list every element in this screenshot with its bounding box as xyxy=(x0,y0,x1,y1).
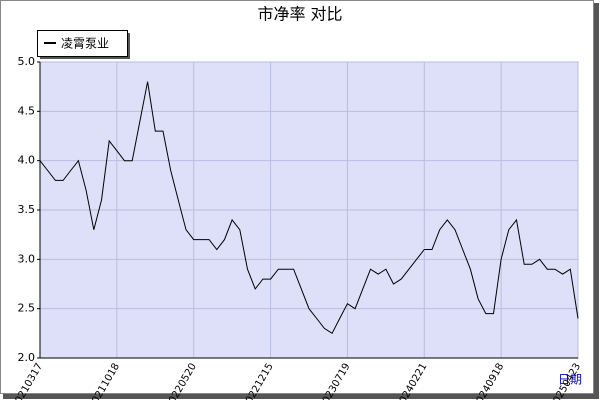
y-tick-label: 5.0 xyxy=(18,55,36,68)
legend-label: 凌霄泵业 xyxy=(61,37,109,51)
y-tick-label: 2.5 xyxy=(18,302,36,315)
y-tick-label: 3.5 xyxy=(18,203,36,216)
y-tick-label: 4.5 xyxy=(18,104,36,117)
y-tick-label: 3.0 xyxy=(18,252,36,265)
y-tick-label: 4.0 xyxy=(18,154,36,167)
chart-title: 市净率 对比 xyxy=(257,5,342,24)
y-tick-label: 2.0 xyxy=(18,351,36,364)
x-axis-label: 日期 xyxy=(558,373,582,387)
line-series xyxy=(39,81,579,335)
